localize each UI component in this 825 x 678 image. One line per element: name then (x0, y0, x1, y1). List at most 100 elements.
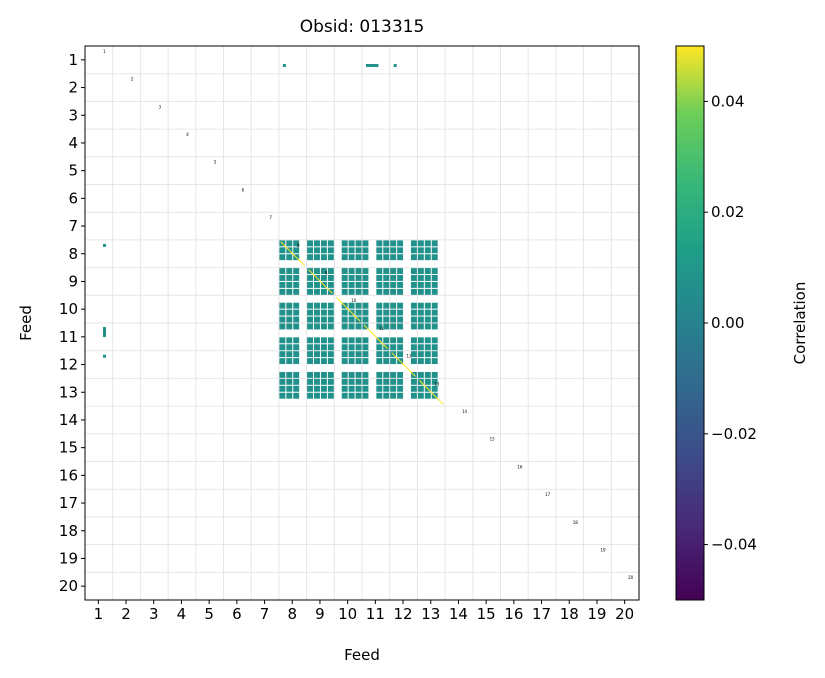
heatmap-cell (390, 323, 397, 330)
heatmap-cell (293, 268, 300, 275)
heatmap-cell (424, 323, 431, 330)
diagonal-label: 6 (242, 187, 245, 192)
heatmap-cell (341, 275, 348, 281)
heatmap-cell (279, 309, 286, 316)
heatmap-cell (376, 275, 383, 281)
heatmap-cell (397, 268, 404, 275)
heatmap-cell (341, 392, 348, 399)
heatmap-cell (320, 288, 327, 295)
heatmap-cell (355, 358, 362, 365)
heatmap-cell (279, 275, 286, 281)
heatmap-cell (383, 385, 390, 392)
heatmap-cell (327, 392, 334, 399)
heatmap-cell (362, 254, 369, 261)
heatmap-cell (376, 254, 383, 261)
heatmap-cell (348, 392, 355, 399)
heatmap-cell (348, 275, 355, 281)
heatmap-cell (293, 351, 300, 358)
heatmap-cell (431, 323, 438, 330)
heatmap-cell (417, 288, 424, 295)
heatmap-cell (410, 288, 417, 295)
heatmap-cell (397, 337, 404, 344)
heatmap-cell (390, 288, 397, 295)
heatmap-cell (314, 254, 320, 261)
heatmap-cell (431, 344, 438, 351)
heatmap-cell (341, 240, 348, 247)
heatmap-cell (376, 288, 383, 295)
heatmap-cell (320, 378, 327, 385)
heatmap-cell (314, 302, 320, 309)
heatmap-cell (314, 281, 320, 288)
heatmap-cell (424, 309, 431, 316)
diagonal-label: 4 (186, 132, 189, 137)
heatmap-cell (355, 323, 362, 330)
y-tick-label: 5 (68, 162, 78, 180)
heatmap-cell (341, 281, 348, 288)
colorbar-tick-label: 0.00 (711, 314, 744, 332)
heatmap-cell (397, 344, 404, 351)
heatmap-cell (383, 358, 390, 365)
heatmap-cell (417, 371, 424, 378)
heatmap-cell (366, 64, 379, 68)
heatmap-cell (431, 281, 438, 288)
heatmap-cell (383, 323, 390, 330)
heatmap-cell (327, 371, 334, 378)
heatmap-cell (397, 240, 404, 247)
heatmap-cell (362, 281, 369, 288)
heatmap-cell (362, 385, 369, 392)
chart-title: Obsid: 013315 (300, 17, 425, 37)
heatmap-cell (390, 302, 397, 309)
heatmap-cell (383, 254, 390, 261)
heatmap-cell (279, 302, 286, 309)
heatmap-cell (355, 302, 362, 309)
heatmap-cell (286, 268, 293, 275)
heatmap-cell (376, 358, 383, 365)
heatmap-cell (362, 371, 369, 378)
diagonal-label: 16 (517, 464, 523, 469)
heatmap-cell (431, 316, 438, 323)
diagonal-cell (308, 269, 333, 294)
heatmap-cell (410, 385, 417, 392)
heatmap-cell (431, 302, 438, 309)
heatmap-cell (327, 378, 334, 385)
heatmap-cell (279, 358, 286, 365)
heatmap-cell (390, 371, 397, 378)
heatmap-cell (383, 268, 390, 275)
heatmap-cell (417, 385, 424, 392)
x-tick-label: 12 (394, 605, 413, 623)
heatmap-cell (307, 275, 314, 281)
y-tick-label: 9 (68, 272, 78, 290)
heatmap-cell (424, 337, 431, 344)
x-tick-label: 9 (315, 605, 325, 623)
heatmap-cell (320, 240, 327, 247)
y-tick-label: 4 (68, 134, 78, 152)
x-tick-label: 11 (366, 605, 385, 623)
heatmap-cell (397, 302, 404, 309)
colorbar-tick-label: −0.04 (711, 536, 757, 554)
diagonal-label: 19 (600, 548, 606, 553)
colorbar-ticks: 0.04 0.02 0.00 −0.02 −0.04 (704, 92, 757, 554)
heatmap-cell (293, 371, 300, 378)
heatmap-cell (307, 288, 314, 295)
x-tick-label: 17 (532, 605, 551, 623)
heatmap-cell (293, 337, 300, 344)
heatmap-cell (362, 378, 369, 385)
heatmap-cell (362, 268, 369, 275)
heatmap-cell (383, 288, 390, 295)
heatmap-cell (307, 358, 314, 365)
heatmap-cell (327, 275, 334, 281)
heatmap-cell (355, 337, 362, 344)
heatmap-cell (279, 351, 286, 358)
heatmap-cell (341, 344, 348, 351)
heatmap-cell (348, 254, 355, 261)
heatmap-cell (417, 392, 424, 399)
heatmap-cell (348, 268, 355, 275)
heatmap-cell (348, 302, 355, 309)
heatmap-cell (397, 378, 404, 385)
heatmap-cell (362, 337, 369, 344)
heatmap-cell (383, 316, 390, 323)
heatmap-cell (397, 254, 404, 261)
x-tick-label: 19 (587, 605, 606, 623)
